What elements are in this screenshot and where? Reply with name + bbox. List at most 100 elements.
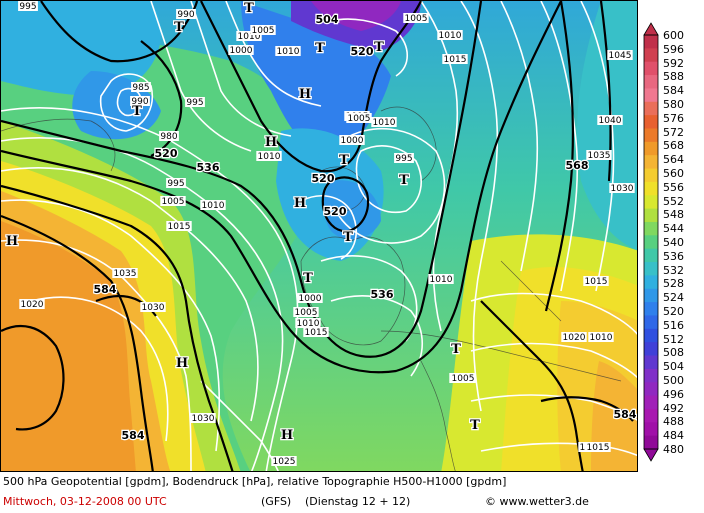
isobar-label: 995	[395, 154, 412, 164]
isobar-label: 985	[132, 83, 149, 93]
legend-value: 596	[663, 42, 684, 56]
low-pressure-marker: T	[303, 271, 313, 286]
legend-swatch	[644, 382, 658, 397]
legend-swatch	[644, 368, 658, 383]
isobar-label: 1005	[452, 374, 475, 384]
isobar-label: 990	[131, 97, 148, 107]
isobar-label: 1015	[587, 443, 610, 453]
isobar-label: 1035	[114, 269, 137, 279]
isobar-label: 1010	[202, 201, 225, 211]
legend-value: 580	[663, 98, 684, 111]
legend-value: 492	[663, 401, 684, 415]
legend-swatch	[644, 435, 658, 450]
legend-swatch	[644, 101, 658, 116]
low-pressure-marker: T	[174, 20, 184, 35]
geopotential-labels: 504 520 520 536 520 520 568 584 536 584 584	[92, 12, 637, 444]
isobar-label: 1030	[142, 303, 165, 313]
isobar-label: 1030	[192, 414, 215, 424]
low-pressure-marker: T	[451, 342, 461, 357]
isobar-label: 1010	[297, 319, 320, 329]
caption-credit[interactable]: © www.wetter3.de	[485, 495, 589, 508]
isobar-label: 980	[160, 132, 177, 142]
legend-value: 548	[663, 208, 684, 222]
isobar-label: 1015	[444, 55, 467, 65]
high-pressure-marker: H	[265, 135, 277, 150]
legend-swatch	[644, 141, 658, 156]
geopotential-label: 520	[351, 45, 374, 58]
legend-value: 528	[663, 277, 684, 291]
legend-value: 536	[663, 249, 684, 263]
isobar-label: 1000	[299, 294, 322, 304]
caption-description: 500 hPa Geopotential [gpdm], Bodendruck …	[3, 475, 507, 488]
legend-value: 500	[663, 374, 684, 387]
isobar-label: 1030	[611, 184, 634, 194]
high-pressure-marker: H	[176, 356, 188, 371]
legend-value: 524	[663, 291, 684, 305]
caption-run: (Dienstag 12 + 12)	[305, 495, 411, 508]
isobar-label: 1010	[373, 118, 396, 128]
isobar-label: 1010	[258, 152, 281, 162]
legend-value: 484	[663, 429, 684, 443]
legend-swatch	[644, 75, 658, 89]
legend-top-arrow	[643, 22, 659, 36]
isobar-label: 1010	[277, 47, 300, 57]
legend-swatch	[644, 315, 658, 330]
geopotential-label: 520	[324, 205, 347, 218]
low-pressure-marker: T	[399, 173, 409, 188]
legend-value: 488	[663, 415, 684, 429]
geopotential-label: 584	[614, 408, 637, 421]
legend-value: 564	[663, 153, 684, 167]
legend-swatch	[644, 181, 658, 196]
geopotential-label: 584	[94, 283, 117, 296]
legend-value: 556	[663, 180, 684, 194]
legend-value: 516	[663, 318, 684, 332]
isobar-label: 1005	[162, 197, 185, 207]
low-pressure-marker: T	[339, 153, 349, 168]
geopotential-label: 520	[312, 172, 335, 185]
isobar-label: 1015	[168, 222, 191, 232]
legend-swatch	[644, 195, 658, 210]
legend-value: 512	[663, 332, 684, 346]
isobar-label: 1010	[430, 275, 453, 285]
legend-swatch	[644, 288, 658, 303]
legend-swatch	[644, 355, 658, 370]
legend-value: 588	[663, 70, 684, 84]
legend-value: 584	[663, 84, 684, 98]
geopotential-label: 568	[566, 159, 589, 172]
legend-value: 572	[663, 125, 684, 139]
isobar-label: 1040	[599, 116, 622, 126]
legend-value: 540	[663, 236, 684, 249]
legend-swatch	[644, 328, 658, 343]
caption-date: Mittwoch, 03-12-2008 00 UTC	[3, 495, 167, 508]
caption-model: (GFS)	[261, 495, 292, 508]
isobar-label: 1025	[273, 457, 296, 467]
legend-bottom-arrow	[643, 448, 659, 462]
isobar-label: 990	[177, 10, 194, 20]
low-pressure-marker: T	[244, 1, 254, 16]
isobar-label: 995	[167, 179, 184, 189]
isobar-label: 1005	[295, 308, 318, 318]
legend-swatch	[644, 35, 658, 49]
high-pressure-marker: H	[281, 428, 293, 443]
legend-swatch	[644, 275, 658, 290]
legend-swatch	[644, 395, 658, 410]
isobar-label: 1005	[405, 14, 428, 24]
legend-swatch	[644, 302, 658, 316]
geopotential-label: 584	[122, 429, 145, 442]
legend-swatch	[644, 248, 658, 263]
isobar-label: 1000	[230, 46, 253, 56]
legend-swatch	[644, 88, 658, 103]
legend-swatch	[644, 235, 658, 250]
legend-swatch	[644, 115, 658, 129]
legend-swatch	[644, 342, 658, 357]
caption-run-info: Mittwoch, 03-12-2008 00 UTC (GFS) (Diens…	[3, 495, 589, 508]
legend-value: 568	[663, 139, 684, 153]
legend-swatch	[644, 262, 658, 276]
map-caption: 500 hPa Geopotential [gpdm], Bodendruck …	[0, 473, 638, 513]
isobar-label: 1000	[341, 136, 364, 146]
legend-swatch	[644, 422, 658, 437]
legend-swatch	[644, 208, 658, 223]
legend-value: 576	[663, 111, 684, 125]
isobar-label: 1015	[585, 277, 608, 287]
